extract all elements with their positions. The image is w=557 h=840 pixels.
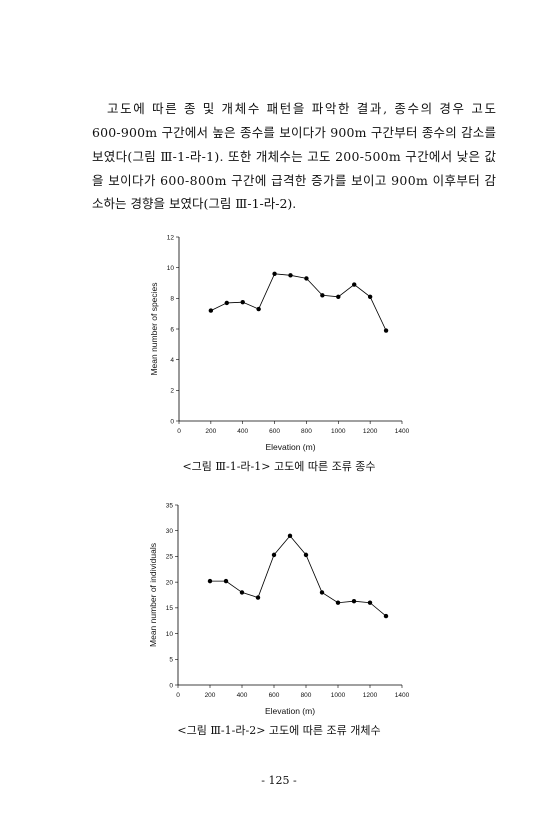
data-point — [207, 578, 213, 584]
figure-caption: <그림 Ⅲ-1-라-1> 고도에 따른 조류 종수 — [182, 460, 375, 473]
y-tick-label: 20 — [166, 579, 174, 586]
data-point — [271, 552, 277, 558]
data-point — [272, 271, 277, 276]
data-point — [239, 590, 245, 595]
x-tick-label: 0 — [176, 692, 180, 699]
data-point — [223, 578, 229, 584]
y-tick-label: 10 — [167, 265, 175, 272]
x-tick-label: 1400 — [395, 692, 410, 699]
data-point — [336, 294, 341, 299]
data-point — [351, 598, 357, 604]
data-point — [320, 293, 325, 298]
y-tick-label: 2 — [170, 388, 174, 395]
x-tick-label: 600 — [269, 692, 280, 699]
y-axis-label: Mean number of individuals — [148, 543, 158, 647]
page-number: - 125 - — [261, 774, 297, 787]
x-tick-label: 200 — [205, 692, 216, 699]
data-line — [210, 535, 387, 617]
y-tick-label: 4 — [170, 357, 174, 364]
y-tick-label: 12 — [167, 234, 175, 241]
data-point — [224, 300, 229, 306]
paragraph-line: 소하는 경향을 보였다(그림 Ⅲ-1-라-2). — [92, 196, 296, 211]
data-line — [210, 273, 387, 331]
data-point — [303, 552, 309, 558]
y-tick-label: 30 — [166, 528, 174, 535]
x-tick-label: 1200 — [363, 692, 378, 699]
paragraph-line: 600-900m 구간에서 높은 종수를 보이다가 900m 구간부터 종수의 … — [92, 125, 496, 140]
data-point — [383, 328, 389, 333]
data-point — [287, 533, 293, 539]
data-point — [319, 590, 325, 595]
data-point — [255, 595, 261, 600]
x-axis-label: Elevation (m) — [265, 706, 315, 716]
data-point — [367, 294, 373, 299]
data-point — [288, 273, 293, 278]
data-point — [256, 306, 261, 312]
paragraph-line: 을 보이다가 600-800m 구간에 급격한 증가를 보이고 900m 이후부… — [92, 173, 496, 188]
paragraph-line: 고도에 따른 종 및 개체수 패턴을 파악한 결과, 종수의 경우 고도 — [107, 101, 496, 116]
x-tick-label: 400 — [237, 692, 248, 699]
x-tick-label: 600 — [269, 428, 280, 435]
paragraph-line: 보였다(그림 Ⅲ-1-라-1). 또한 개체수는 고도 200-500m 구간에… — [92, 149, 496, 164]
data-point — [240, 299, 245, 305]
figure-caption: <그림 Ⅲ-1-라-2> 고도에 따른 조류 개체수 — [177, 724, 380, 737]
data-point — [383, 613, 389, 619]
x-axis-label: Elevation (m) — [265, 442, 315, 452]
y-tick-label: 0 — [170, 418, 174, 425]
y-axis-label: Mean number of species — [149, 282, 159, 375]
x-tick-label: 0 — [177, 428, 181, 435]
y-tick-label: 6 — [170, 326, 174, 333]
data-point — [208, 308, 214, 313]
x-tick-label: 1000 — [331, 428, 346, 435]
y-tick-label: 25 — [166, 554, 174, 561]
y-tick-label: 5 — [169, 657, 173, 664]
y-tick-label: 15 — [166, 605, 174, 612]
data-point — [304, 276, 309, 281]
y-tick-label: 35 — [166, 502, 174, 509]
y-tick-label: 10 — [166, 631, 174, 638]
x-tick-label: 800 — [301, 428, 312, 435]
x-tick-label: 800 — [301, 692, 312, 699]
x-tick-label: 400 — [237, 428, 248, 435]
data-point — [335, 600, 341, 605]
x-tick-label: 1200 — [363, 428, 378, 435]
x-tick-label: 200 — [205, 428, 216, 435]
x-tick-label: 1000 — [331, 692, 346, 699]
y-tick-label: 0 — [169, 682, 173, 689]
y-tick-label: 8 — [170, 296, 174, 303]
data-point — [352, 282, 357, 287]
x-tick-label: 1400 — [395, 428, 410, 435]
data-point — [367, 600, 373, 605]
